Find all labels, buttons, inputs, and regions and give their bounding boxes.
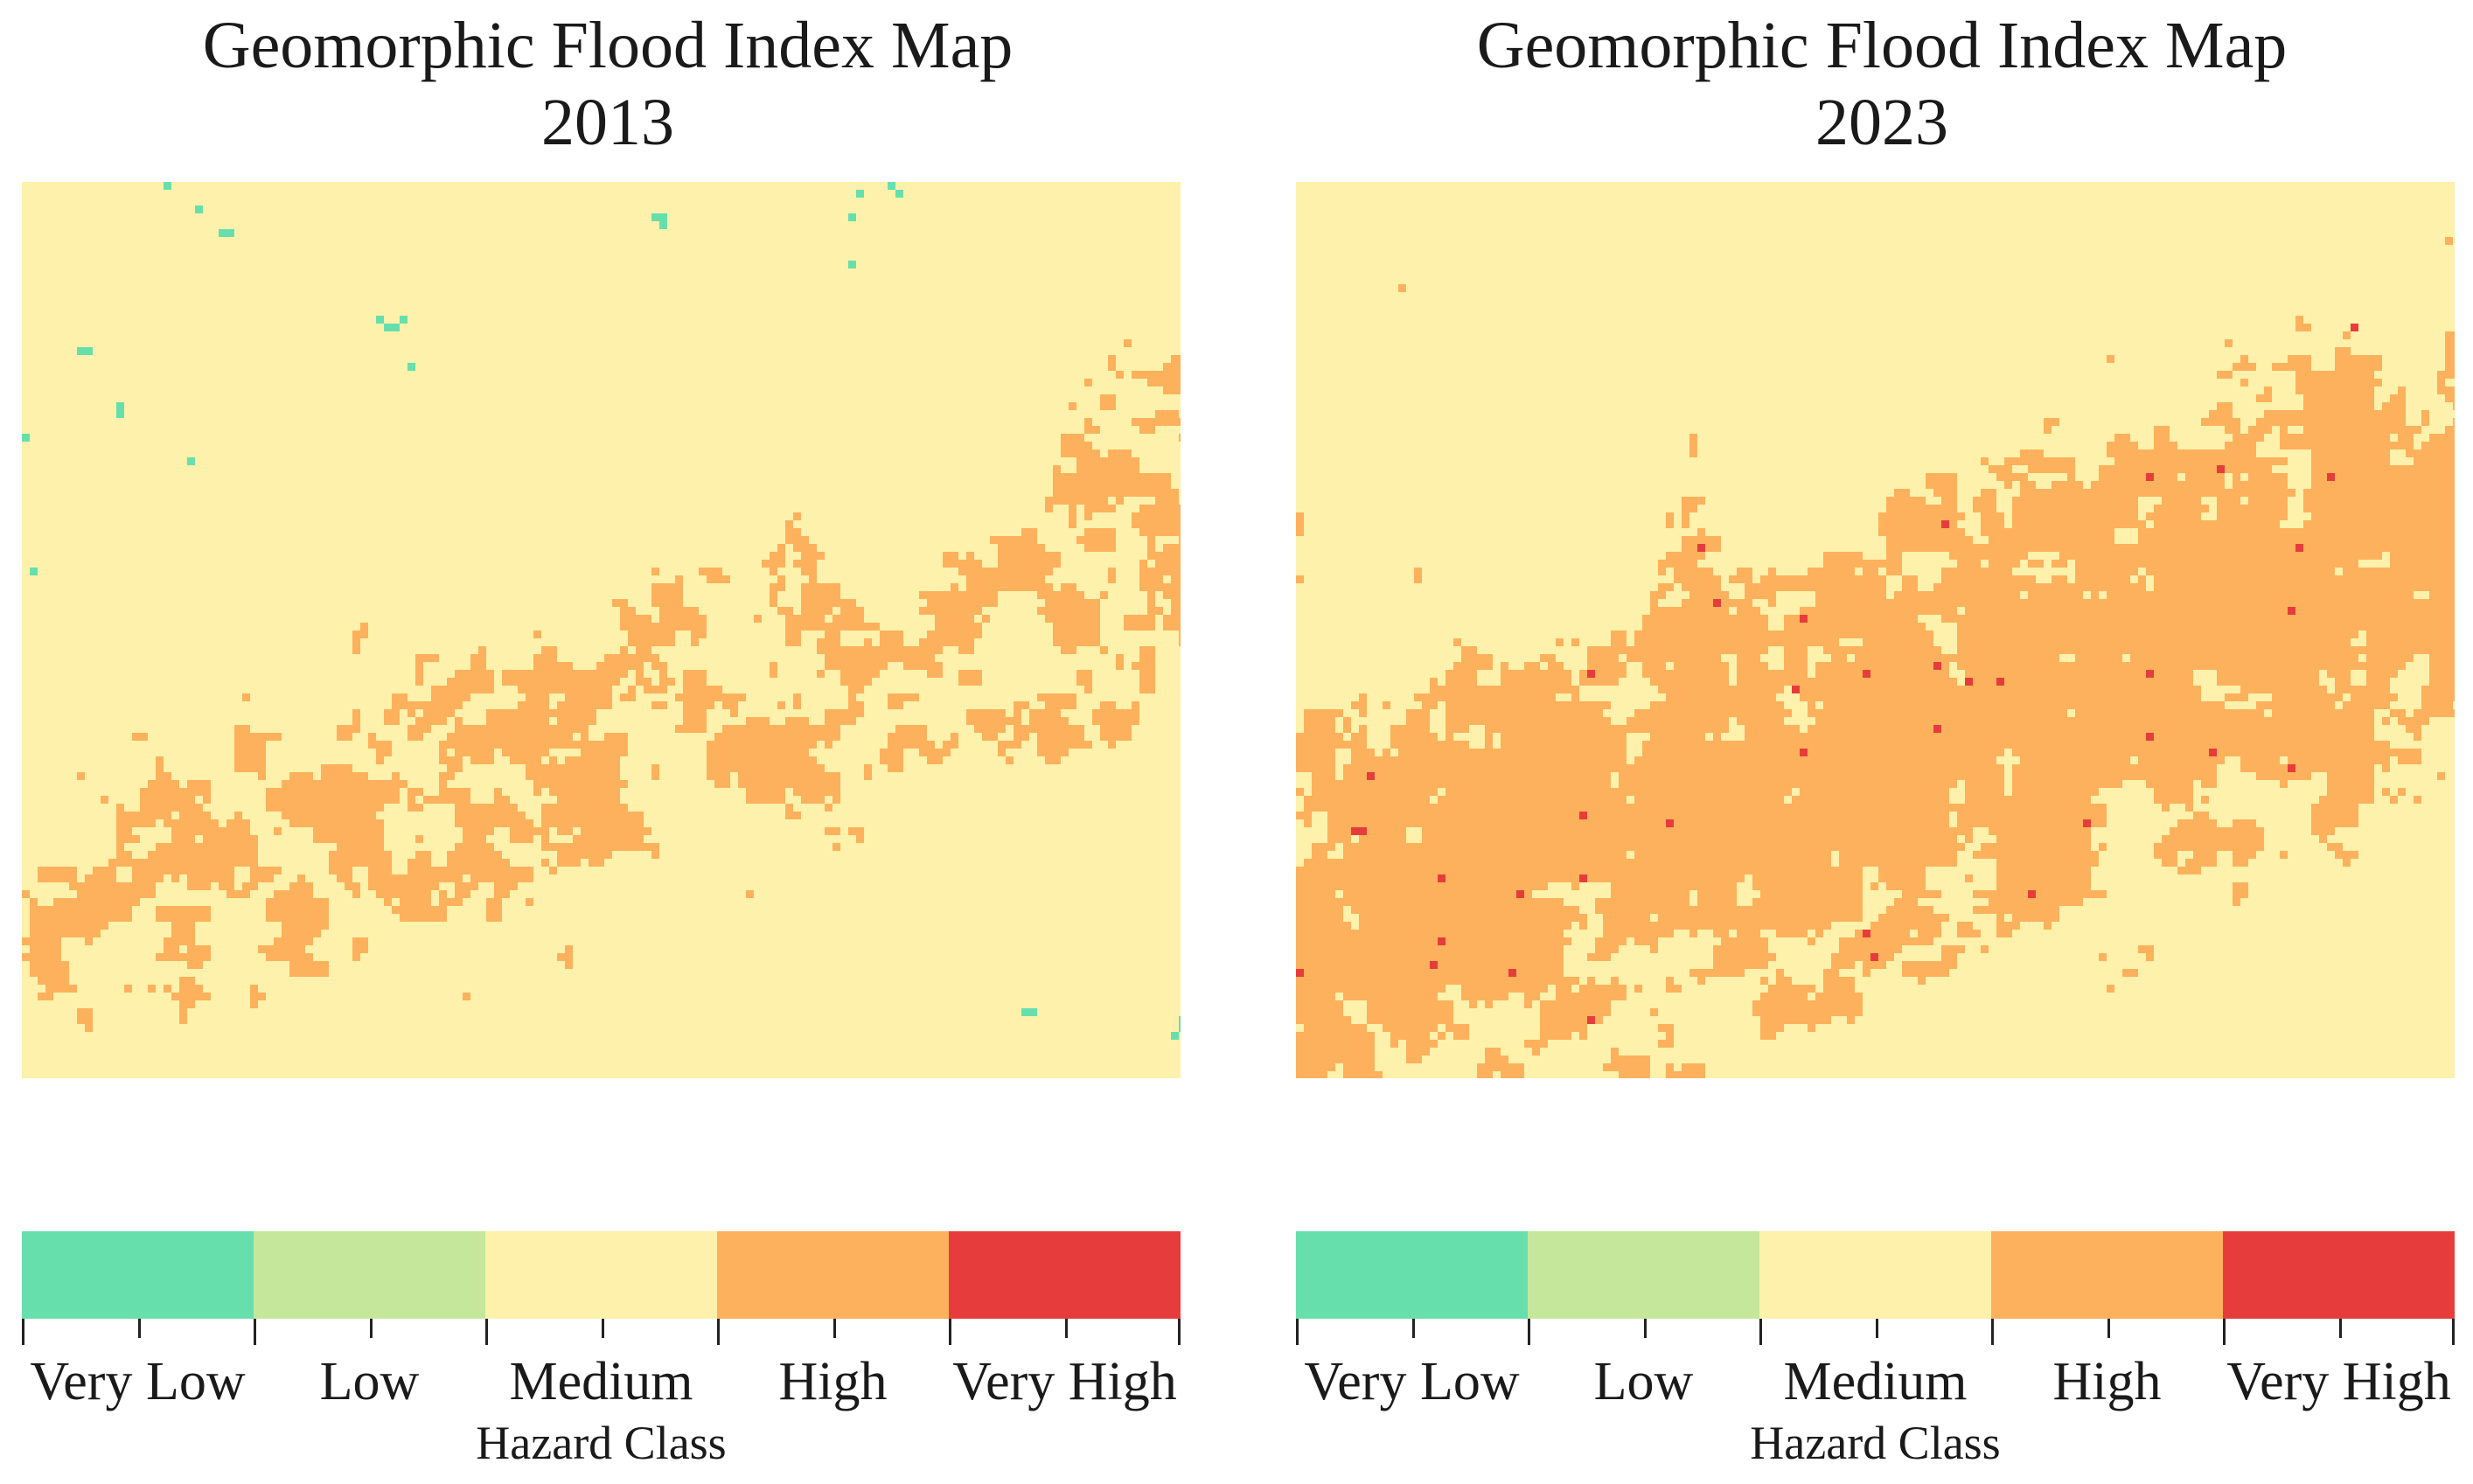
legend-label-very-low: Very Low: [30, 1352, 246, 1411]
color-bar: [22, 1231, 1181, 1319]
color-bar-boundary-tick: [1296, 1319, 1299, 1345]
color-bar-boundary-tick: [949, 1319, 951, 1345]
color-bar-boundary-tick: [254, 1319, 256, 1345]
color-bar-labels: Very Low Low Medium High Very High: [22, 1347, 1181, 1417]
color-bar-center-tick: [832, 1319, 836, 1338]
color-bar: [1296, 1231, 2455, 1319]
map-title-year: 2023: [1815, 86, 1948, 159]
map-title: Geomorphic Flood Index Map 2013: [22, 7, 1194, 161]
color-bar-center-tick: [1411, 1319, 1415, 1338]
legend-label-medium: Medium: [1783, 1352, 1968, 1411]
color-bar-very-high: [949, 1231, 1181, 1319]
flood-index-map-2013: [22, 182, 1181, 1078]
map-high-hazard-areas: [1296, 237, 2455, 1078]
legend-label-high: High: [2052, 1352, 2162, 1411]
color-bar-very-high: [2223, 1231, 2455, 1319]
color-bar-boundary-tick: [1759, 1319, 1762, 1345]
color-bar-center-tick: [1643, 1319, 1647, 1338]
map-very-high-hazard-areas: [1296, 324, 2358, 1024]
map-title-line1: Geomorphic Flood Index Map: [202, 9, 1014, 82]
legend-label-low: Low: [319, 1352, 420, 1411]
color-bar-low: [254, 1231, 485, 1319]
legend-label-very-high: Very High: [952, 1352, 1177, 1411]
color-bar-boundary-tick: [22, 1319, 24, 1345]
color-bar-center-tick: [2107, 1319, 2110, 1338]
map-title-line1: Geomorphic Flood Index Map: [1476, 9, 2288, 82]
color-bar-very-low: [22, 1231, 254, 1319]
legend-label-high: High: [778, 1352, 888, 1411]
color-bar-boundary-tick: [485, 1319, 488, 1345]
map-panel-2023: Geomorphic Flood Index Map 2023 Very Low…: [1296, 0, 2468, 1484]
color-bar-high: [717, 1231, 949, 1319]
color-bar-boundary-tick: [2452, 1319, 2455, 1345]
map-panel-2013: Geomorphic Flood Index Map 2013 Very Low…: [22, 0, 1194, 1484]
legend-label-medium: Medium: [509, 1352, 693, 1411]
color-bar-labels: Very Low Low Medium High Very High: [1296, 1347, 2455, 1417]
color-bar-ticks: [1296, 1319, 2455, 1345]
color-bar-center-tick: [137, 1319, 141, 1338]
color-bar-boundary-tick: [2223, 1319, 2226, 1345]
color-bar-boundary-tick: [1528, 1319, 1530, 1345]
color-bar-boundary-tick: [1178, 1319, 1181, 1345]
color-bar-title: Hazard Class: [1750, 1417, 2001, 1469]
color-bar-center-tick: [1875, 1319, 1878, 1338]
color-bar-ticks: [22, 1319, 1181, 1345]
color-bar-center-tick: [1064, 1319, 1068, 1338]
legend-label-very-low: Very Low: [1304, 1352, 1520, 1411]
color-bar-center-tick: [369, 1319, 373, 1338]
map-title-year: 2013: [541, 86, 674, 159]
map-title: Geomorphic Flood Index Map 2023: [1296, 7, 2468, 161]
color-bar-medium: [1759, 1231, 1991, 1319]
color-bar-boundary-tick: [1991, 1319, 1994, 1345]
legend-label-low: Low: [1593, 1352, 1694, 1411]
color-bar-center-tick: [2338, 1319, 2342, 1338]
map-background-medium: [22, 182, 1181, 1078]
color-bar-boundary-tick: [717, 1319, 720, 1345]
color-bar-medium: [485, 1231, 717, 1319]
color-bar-center-tick: [601, 1319, 604, 1338]
flood-index-map-2023: [1296, 182, 2455, 1078]
color-bar-high: [1991, 1231, 2223, 1319]
legend-label-very-high: Very High: [2226, 1352, 2451, 1411]
color-bar-very-low: [1296, 1231, 1528, 1319]
map-high-hazard-areas: [22, 339, 1181, 1032]
color-bar-low: [1528, 1231, 1759, 1319]
color-bar-title: Hazard Class: [476, 1417, 727, 1469]
